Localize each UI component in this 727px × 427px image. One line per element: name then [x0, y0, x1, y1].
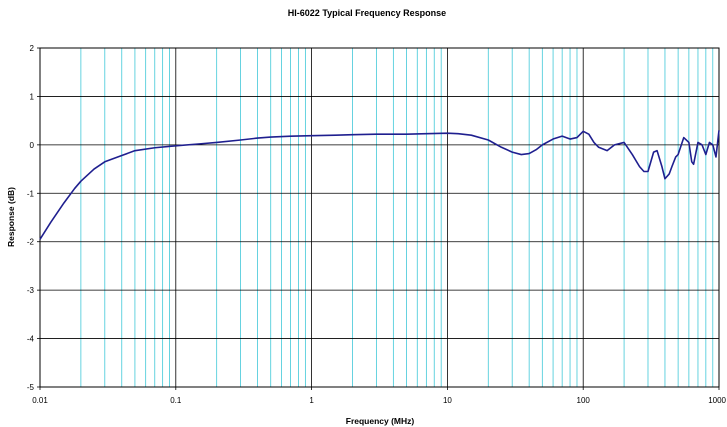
- x-tick-label: 0.01: [32, 396, 48, 405]
- x-tick-label: 100: [577, 396, 591, 405]
- y-tick-label: -1: [27, 189, 35, 198]
- x-tick-label: 1: [309, 396, 314, 405]
- major-gridlines: [39, 47, 720, 388]
- x-tick-label: 1000: [708, 396, 726, 405]
- y-tick-label: 0: [30, 141, 35, 150]
- x-axis-label: Frequency (MHz): [346, 416, 415, 426]
- plot-frame: [39, 47, 720, 388]
- y-tick-label: -4: [27, 335, 35, 344]
- minor-gridlines: [80, 48, 714, 387]
- y-tick-label: -5: [27, 383, 35, 392]
- y-tick-label: 1: [30, 92, 35, 101]
- y-tick-labels: 2 1 0 -1 -2 -3 -4 -5: [27, 44, 40, 392]
- y-axis-label: Response (dB): [6, 187, 16, 247]
- y-tick-label: -3: [27, 286, 35, 295]
- y-tick-label: -2: [27, 238, 35, 247]
- chart-title: HI-6022 Typical Frequency Response: [288, 8, 446, 18]
- series-line: [39, 130, 720, 240]
- x-tick-label: 0.1: [170, 396, 182, 405]
- x-tick-labels: 0.01 0.1 1 10 100 1000: [32, 387, 727, 405]
- x-tick-label: 10: [443, 396, 452, 405]
- y-tick-label: 2: [30, 44, 35, 53]
